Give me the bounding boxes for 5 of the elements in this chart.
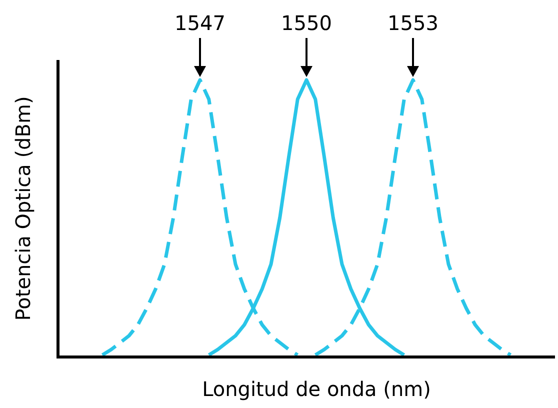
y-axis-title: Potencia Optica (dBm): [11, 96, 35, 321]
x-axis-title: Longitud de onda (nm): [202, 377, 431, 401]
text: 1550: [281, 11, 332, 35]
text: 1553: [388, 11, 438, 35]
text: 1547: [174, 11, 226, 35]
